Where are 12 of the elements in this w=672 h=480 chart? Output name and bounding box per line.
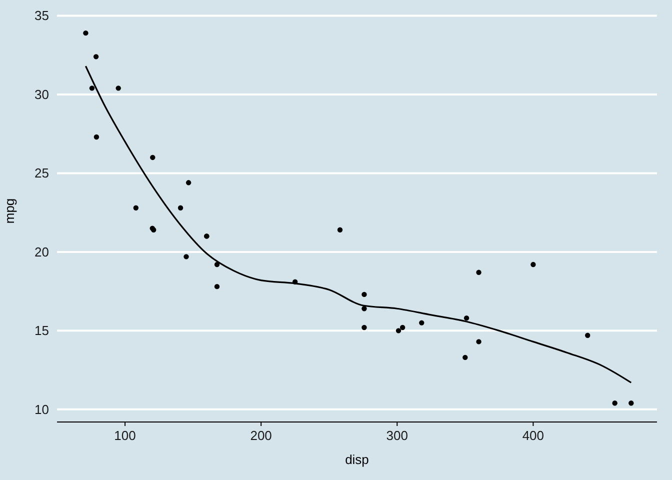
y-tick-label: 30 bbox=[34, 86, 49, 102]
y-axis-title: mpg bbox=[2, 198, 17, 224]
y-tick-label: 10 bbox=[34, 402, 49, 417]
y-tick-label: 25 bbox=[34, 166, 49, 181]
x-tick-label: 200 bbox=[250, 428, 272, 443]
y-tick-label: 15 bbox=[34, 323, 49, 338]
y-tick-label: 35 bbox=[34, 8, 49, 24]
x-axis-title: disp bbox=[345, 452, 369, 467]
x-tick-label: 300 bbox=[386, 428, 408, 443]
x-tick-label: 400 bbox=[522, 428, 544, 443]
y-tick-label: 20 bbox=[34, 244, 49, 260]
x-tick-label: 100 bbox=[114, 428, 136, 443]
